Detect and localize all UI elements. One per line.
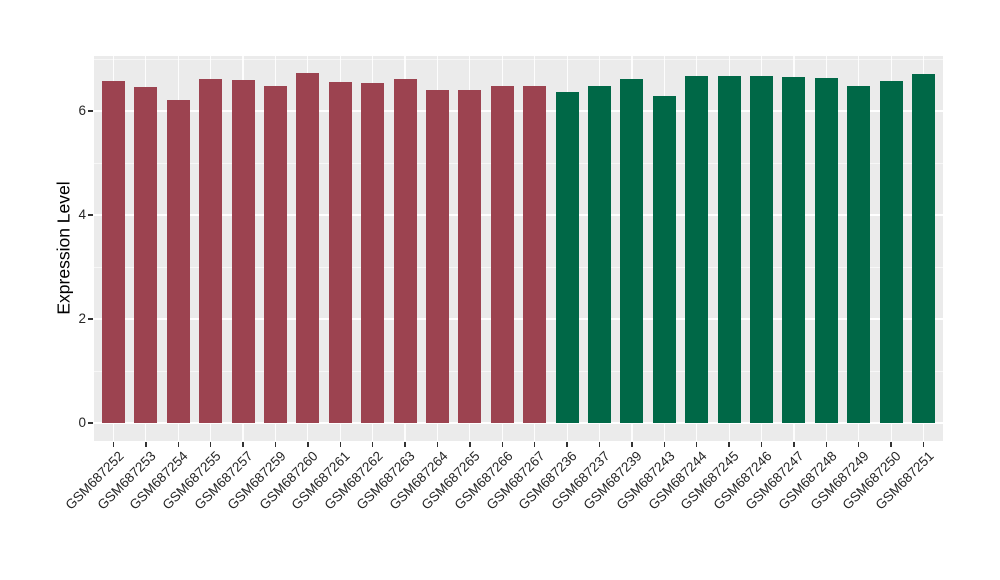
x-axis-tick (274, 442, 277, 447)
x-axis-tick (663, 442, 666, 447)
bar-GSM687260 (296, 73, 320, 423)
gridline-minor (94, 266, 943, 268)
x-axis-tick (793, 442, 795, 447)
bar-GSM687255 (199, 78, 223, 423)
gridline-major (94, 422, 943, 424)
y-tick-label: 2 (78, 311, 86, 326)
x-axis-tick (436, 442, 439, 447)
bar-GSM687254 (166, 99, 190, 423)
bar-GSM687244 (685, 75, 709, 423)
bar-GSM687248 (814, 77, 838, 423)
bar-GSM687237 (588, 86, 611, 423)
x-axis-tick (922, 442, 925, 447)
x-axis-tick (533, 442, 536, 447)
bar-GSM687236 (555, 92, 579, 423)
bar-GSM687239 (620, 79, 644, 423)
bar-GSM687246 (750, 75, 774, 423)
y-tick-label: 4 (78, 207, 86, 222)
bar-GSM687261 (328, 81, 352, 423)
x-axis-tick (631, 442, 633, 447)
bar-GSM687251 (912, 73, 936, 423)
bar-GSM687267 (523, 86, 547, 423)
y-axis-tick (88, 422, 93, 424)
bar-GSM687259 (263, 85, 287, 423)
x-axis-tick (469, 442, 471, 447)
gridline-minor (94, 370, 943, 372)
bar-GSM687264 (425, 90, 449, 423)
bar-GSM687247 (782, 76, 806, 423)
plot-panel (94, 56, 943, 441)
x-axis-tick (825, 442, 828, 447)
x-axis-tick (209, 442, 212, 447)
x-axis-tick (501, 442, 504, 447)
gridline-major (94, 214, 943, 216)
x-axis-tick (760, 442, 763, 447)
bar-GSM687263 (393, 79, 417, 423)
x-axis-tick (112, 442, 115, 447)
bar-GSM687250 (879, 80, 903, 423)
x-axis-tick (598, 442, 601, 447)
bar-GSM687249 (847, 85, 871, 423)
y-tick-label: 6 (78, 103, 86, 118)
bar-GSM687245 (717, 76, 741, 423)
x-axis-tick (371, 442, 374, 447)
bar-GSM687265 (458, 90, 482, 423)
gridline-major (94, 318, 943, 320)
x-axis-tick (695, 442, 698, 447)
y-axis-title: Expression Level (53, 181, 74, 315)
gridline-major (94, 110, 943, 112)
x-axis-tick (339, 442, 342, 447)
x-axis-tick (566, 442, 568, 447)
bar-GSM687243 (652, 96, 676, 423)
x-axis-tick (728, 442, 730, 447)
bar-GSM687253 (134, 87, 158, 423)
y-axis-tick (88, 318, 93, 320)
bar-GSM687262 (361, 83, 385, 423)
x-axis-tick (307, 442, 309, 447)
x-axis-tick (242, 442, 244, 447)
x-axis-tick (890, 442, 892, 447)
bar-GSM687252 (101, 81, 125, 423)
gridline-minor (94, 162, 943, 164)
y-axis-tick (88, 110, 93, 112)
y-tick-label: 0 (78, 415, 86, 430)
bar-GSM687257 (231, 79, 255, 423)
gridline-minor (94, 58, 943, 60)
y-axis-tick (88, 214, 93, 216)
x-axis-tick (404, 442, 406, 447)
x-axis-tick (145, 442, 147, 447)
x-axis-tick (857, 442, 860, 447)
bar-GSM687266 (490, 86, 514, 423)
x-axis-tick (177, 442, 179, 447)
